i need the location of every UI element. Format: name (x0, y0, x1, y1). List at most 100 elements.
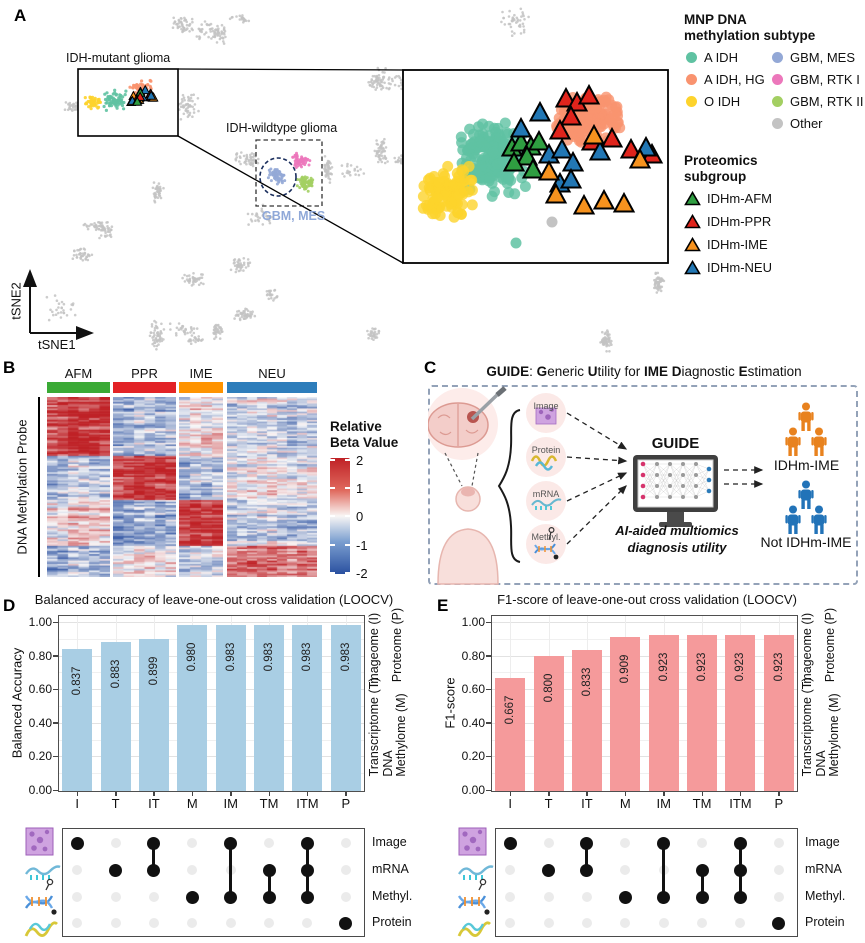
gridline-h (59, 706, 364, 707)
bar-value-label: 0.837 (71, 666, 84, 696)
colorbar-tick-mark (345, 515, 350, 518)
heatmap-group-name: PPR (131, 366, 158, 381)
panel-d-ylabel: Balanced Accuracy (9, 647, 25, 759)
x-tick-mark (153, 792, 155, 796)
y-tick-mark (486, 722, 491, 724)
panel-c-title-part: IME (643, 364, 668, 379)
x-tick-mark (701, 792, 704, 796)
legend-entry: IDHm-AFM (684, 190, 772, 206)
bar-value-label: 0.983 (339, 642, 352, 672)
legend-entry: GBM, MES (772, 50, 855, 65)
legend-entry: IDHm-NEU (684, 259, 772, 275)
heatmap-y-axis-label: DNA Methylation Probe (14, 419, 30, 555)
legend-entry-label: IDHm-IME (707, 237, 768, 252)
x-tick-mark (115, 792, 117, 796)
legend-entry: IDHm-IME (684, 236, 768, 252)
upset-dot-empty (697, 918, 708, 928)
gridline-h (59, 638, 364, 640)
gridline-h (59, 622, 364, 623)
y-tick-label: 0.00 (461, 783, 485, 797)
colorbar-tick-mark (345, 459, 350, 461)
bar-value-label: 0.923 (696, 652, 709, 682)
bar-value-label: 0.923 (772, 652, 785, 682)
colorbar-title-line1: Relative (330, 419, 382, 434)
x-tick-label: IM (656, 796, 671, 811)
bar (100, 641, 131, 791)
legend-mnp-title-line1: MNP DNA (684, 12, 747, 27)
gridline-h (492, 773, 797, 775)
annotation-gbm-mes: GBM, MES (262, 209, 326, 223)
input-label-image: Image (533, 401, 559, 411)
legend-dot (772, 118, 783, 129)
upset-dot-empty (773, 838, 784, 848)
y-tick-mark (486, 789, 491, 791)
x-tick-label: ITM (729, 796, 752, 811)
upset-dot-filled (300, 836, 314, 850)
output-label-idhm-ime: IDHm-IME (773, 457, 840, 473)
x-tick-label: IM (223, 796, 238, 811)
upset-dot-empty (72, 892, 83, 902)
upset-dot-empty (187, 865, 198, 875)
upset-dot-filled (580, 863, 594, 877)
gridline-h (492, 722, 797, 724)
colorbar-tick-label: 2 (356, 453, 364, 468)
upset-dot-empty (302, 918, 313, 928)
colorbar-tick-label: 1 (356, 481, 364, 497)
gridline-h (59, 756, 364, 758)
upset-connector (585, 843, 589, 870)
upset-dot-filled (185, 890, 199, 904)
x-tick-mark (268, 792, 271, 796)
side-label-proteome-d: Proteome (P) (390, 607, 404, 683)
legend-entry: GBM, RTK I (772, 72, 860, 87)
panel-c-title-part: D (671, 364, 682, 379)
bar (533, 655, 564, 791)
y-tick-label: 0.40 (461, 715, 485, 730)
gridline-h (492, 689, 797, 691)
panel-c-title-part: G (536, 364, 548, 379)
bar-value-label: 0.909 (619, 654, 632, 684)
upset-dot-empty (110, 838, 121, 848)
y-tick-mark (486, 688, 491, 691)
side-label-imageome-d: Imageome (I) (367, 612, 381, 688)
upset-row-label: Methyl. (372, 889, 413, 903)
legend-entry: IDHm-PPR (684, 213, 771, 229)
legend-entry-label: O IDH (704, 94, 741, 109)
x-tick-mark (739, 792, 742, 796)
upset-dot-filled (542, 863, 556, 877)
upset-connector (700, 870, 704, 897)
bar-value-label: 0.899 (147, 656, 160, 686)
upset-dot-empty (148, 892, 159, 902)
upset-dot-filled (300, 863, 314, 877)
triangle-marker-icon (684, 259, 701, 275)
heatmap-group-name: NEU (258, 366, 286, 381)
panel-c-title: GUIDE: Generic Utility for IME Diagnosti… (430, 364, 858, 379)
upset-dot-empty (264, 918, 275, 928)
heatmap-block-ime (179, 397, 223, 577)
upset-dot-empty (72, 918, 83, 928)
y-tick-mark (53, 789, 58, 791)
legend-entry-label: IDHm-AFM (707, 191, 772, 206)
gridline-h (492, 638, 797, 640)
bar (292, 624, 323, 791)
y-tick-mark (486, 621, 491, 623)
legend-entry-label: GBM, RTK II (790, 94, 864, 109)
heatmap-group-name: IME (189, 366, 213, 381)
y-tick-mark (53, 688, 58, 691)
upset-dot-empty (543, 918, 554, 928)
upset-dot-empty (658, 918, 669, 928)
gridline-h (59, 655, 364, 657)
side-label-imageome-e: Imageome (I) (800, 612, 814, 688)
upset-dot-filled (733, 863, 747, 877)
panel-e-label: E (437, 596, 449, 615)
upset-dot-filled (580, 836, 594, 850)
gridline-h (59, 739, 364, 741)
gridline-h (492, 756, 797, 758)
upset-row-label: mRNA (805, 862, 842, 876)
upset-dot-empty (187, 838, 198, 848)
colorbar-tick-label: -1 (356, 537, 368, 553)
legend-dot (686, 52, 697, 63)
upset-dot-empty (543, 892, 554, 902)
bar-value-label: 0.983 (224, 642, 237, 672)
legend-dot (686, 96, 697, 107)
